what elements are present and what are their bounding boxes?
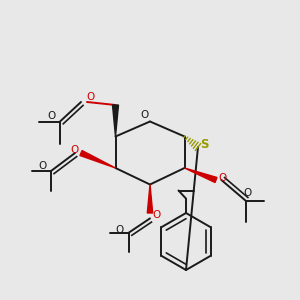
Text: O: O — [218, 172, 227, 183]
Polygon shape — [112, 105, 118, 136]
Text: O: O — [70, 145, 79, 155]
Polygon shape — [184, 168, 217, 182]
Text: O: O — [47, 111, 55, 121]
Polygon shape — [80, 151, 116, 168]
Text: O: O — [38, 160, 47, 171]
Text: O: O — [86, 92, 95, 103]
Text: O: O — [116, 225, 124, 235]
Text: S: S — [200, 138, 209, 151]
Text: O: O — [243, 188, 252, 198]
Text: O: O — [152, 209, 161, 220]
Polygon shape — [147, 184, 153, 213]
Text: O: O — [140, 110, 149, 120]
